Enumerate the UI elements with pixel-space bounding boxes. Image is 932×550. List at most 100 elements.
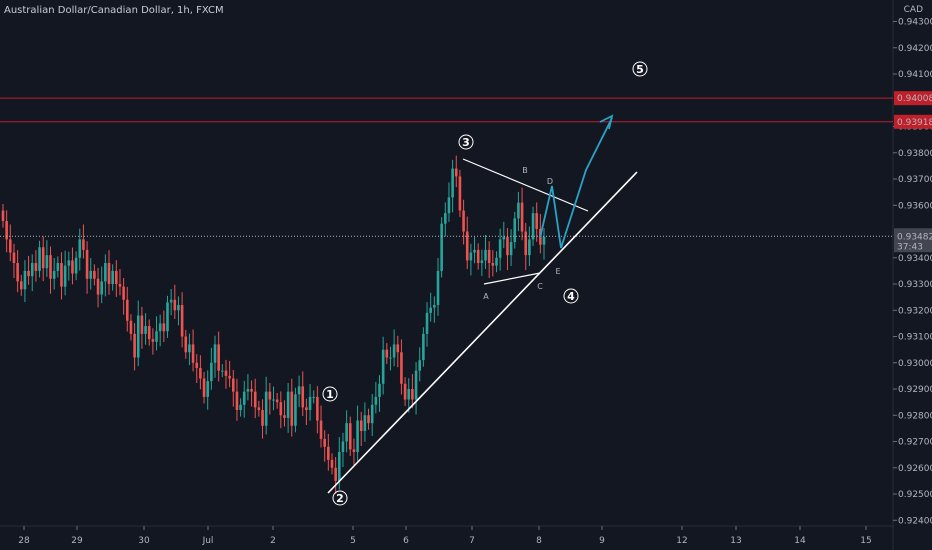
- chart-title: Australian Dollar/Canadian Dollar, 1h, F…: [4, 5, 224, 16]
- candle: [517, 191, 520, 232]
- x-tick-label: 2: [270, 536, 276, 546]
- y-tick-label: 0.93300: [898, 280, 932, 290]
- candle: [246, 374, 250, 401]
- candle-body: [524, 231, 528, 256]
- candle-body: [330, 459, 334, 468]
- wave-label-text: 3: [462, 136, 470, 149]
- candle: [327, 433, 330, 471]
- candle: [38, 240, 41, 278]
- candle-body: [9, 239, 12, 253]
- candle-body: [188, 344, 191, 353]
- candle-body: [38, 247, 41, 271]
- x-tick-label: 15: [860, 536, 871, 546]
- projected-wave-path: [539, 117, 613, 249]
- candle-body: [458, 176, 462, 211]
- y-tick-label: 0.93700: [898, 175, 932, 185]
- candle-body: [374, 396, 378, 405]
- candle: [451, 159, 454, 213]
- triangle-point-label: A: [483, 292, 489, 301]
- candle: [96, 268, 100, 308]
- candle-body: [531, 213, 535, 240]
- candle: [235, 378, 239, 421]
- candle: [23, 260, 27, 303]
- candle: [129, 314, 133, 341]
- candle-body: [272, 399, 275, 401]
- candle: [301, 371, 305, 417]
- candle-body: [129, 320, 133, 334]
- candle-body: [82, 239, 85, 250]
- candle-body: [411, 389, 414, 400]
- candle: [82, 224, 85, 259]
- candle-body: [5, 221, 8, 240]
- candle: [199, 355, 202, 390]
- candle: [169, 289, 173, 316]
- x-tick-label: 5: [350, 536, 356, 546]
- candle-body: [166, 302, 169, 332]
- candle-body: [45, 255, 49, 269]
- level-price-label: 0.94008: [897, 94, 932, 104]
- candle: [52, 258, 56, 290]
- candle: [348, 416, 352, 456]
- wave-label-circle: [458, 134, 474, 150]
- candle-body: [381, 349, 385, 384]
- triangle-point-label: D: [547, 177, 553, 186]
- candle-body: [111, 270, 114, 285]
- candle: [480, 249, 484, 276]
- candle: [100, 266, 103, 304]
- candle-body: [264, 391, 268, 426]
- candle-body: [231, 378, 235, 392]
- candle: [290, 378, 294, 437]
- candle-body: [542, 236, 546, 245]
- candle: [334, 457, 337, 494]
- candle: [458, 169, 462, 218]
- candle-body: [444, 213, 447, 224]
- candle: [231, 369, 235, 407]
- y-tick-label: 0.93400: [898, 254, 932, 264]
- candle: [107, 250, 111, 295]
- candle: [476, 243, 480, 270]
- candle-body: [100, 281, 103, 295]
- triangle-point-label: E: [555, 267, 560, 276]
- candle-body: [242, 391, 246, 405]
- candle: [356, 405, 359, 461]
- candle: [250, 380, 253, 407]
- candle-body: [239, 404, 242, 411]
- candle: [147, 319, 151, 346]
- candle: [1, 203, 5, 228]
- candle: [12, 243, 16, 278]
- candle: [363, 402, 367, 442]
- candle: [85, 241, 89, 294]
- candle: [330, 453, 334, 475]
- candle-body: [308, 396, 312, 411]
- candle: [341, 432, 345, 467]
- candle: [418, 347, 422, 382]
- y-tick-label: 0.93100: [898, 333, 932, 343]
- candle-body: [30, 263, 34, 277]
- candle: [396, 335, 400, 368]
- current-price-tag: [894, 228, 932, 253]
- candle-body: [41, 247, 45, 269]
- candle: [191, 329, 195, 372]
- x-tick-label: 6: [403, 536, 409, 546]
- currency-label: CAD: [903, 5, 923, 15]
- candle-body: [363, 415, 367, 432]
- candle-body: [118, 284, 122, 287]
- y-tick-label: 0.94200: [898, 44, 932, 54]
- wave-label: 4: [563, 288, 579, 304]
- candle-body: [210, 362, 213, 382]
- candle: [378, 375, 381, 412]
- x-tick-label: 9: [599, 536, 605, 546]
- candle-body: [345, 423, 348, 442]
- candle: [275, 392, 279, 409]
- candle-body: [378, 383, 381, 397]
- wave-label-text: 1: [326, 388, 334, 401]
- candle: [67, 251, 71, 281]
- candle: [177, 296, 180, 326]
- candle-body: [74, 257, 78, 274]
- candle-body: [122, 286, 125, 300]
- candle: [403, 377, 407, 407]
- candle-body: [63, 265, 67, 287]
- candle: [71, 247, 74, 285]
